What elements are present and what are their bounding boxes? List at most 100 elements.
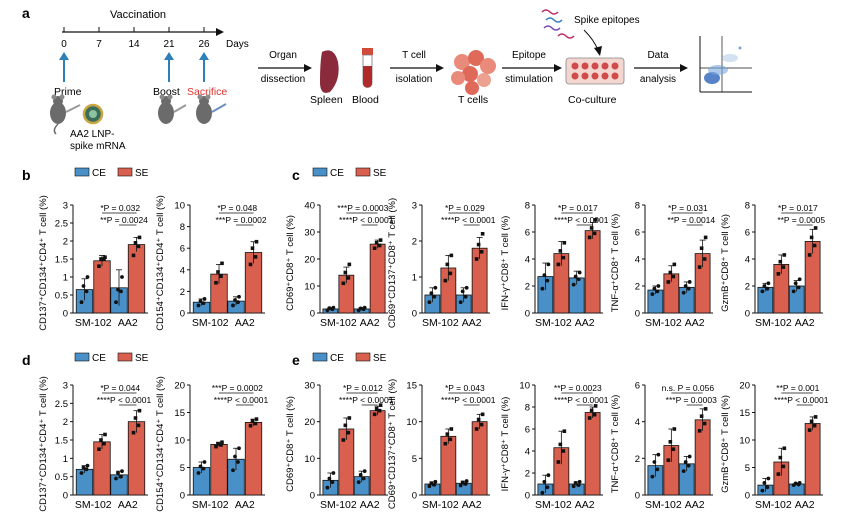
y-tick-label: 0.5 [55, 472, 68, 483]
data-point [797, 277, 802, 282]
data-point [250, 246, 255, 250]
epitope-arrow [583, 29, 599, 51]
data-point [449, 253, 454, 258]
data-point [542, 479, 547, 484]
category-label: AA2 [462, 499, 482, 511]
data-point [356, 480, 361, 485]
category-label: SM-102 [75, 317, 112, 329]
significance-label: ****P < 0.0001 [774, 395, 829, 405]
data-point [791, 289, 796, 294]
data-point [460, 480, 465, 485]
significance-label: **P = 0.001 [776, 383, 819, 393]
data-point [341, 281, 346, 286]
data-point [377, 243, 382, 248]
data-point [219, 274, 223, 279]
data-point [427, 484, 432, 489]
y-tick-label: 6 [525, 425, 530, 436]
arrow-epitope-head [554, 64, 562, 72]
data-point [697, 265, 702, 269]
category-label: SM-102 [192, 317, 229, 329]
y-tick-label: 0.5 [55, 291, 68, 302]
data-point [198, 299, 203, 304]
legend-e: CE SE [312, 352, 387, 364]
category-label: AA2 [575, 499, 595, 511]
data-point [201, 301, 206, 306]
legend-ce-swatch [312, 352, 328, 362]
data-point [136, 244, 141, 249]
category-label: SM-102 [422, 499, 459, 511]
y-tick-label: 10 [174, 201, 185, 212]
y-tick-label: 4 [525, 447, 530, 458]
data-point [652, 286, 657, 291]
category-label: SM-102 [535, 317, 572, 329]
chart-c2: 0 1 2 3 CD69⁺CD137⁺CD8⁺ T cell (%) SM-102 AA2 *… [387, 198, 496, 329]
y-tick-label: 20 [304, 255, 315, 266]
significance-label: *P = 0.048 [217, 203, 257, 213]
culture-plate-icon [565, 57, 625, 85]
y-tick-label: 2.5 [55, 399, 68, 410]
data-point [683, 284, 688, 288]
legend-se-label: SE [373, 353, 387, 364]
data-point [346, 276, 351, 280]
y-tick-label: 6 [635, 381, 640, 392]
bar-se-aa2 [694, 419, 711, 496]
data-point [331, 471, 336, 475]
bar-se-aa2 [369, 410, 386, 496]
data-point [766, 281, 771, 286]
bar-se-sm-102 [210, 443, 228, 496]
data-point [214, 444, 218, 449]
y-tick-label: 2 [525, 282, 530, 293]
significance-label: ****P < 0.0001 [97, 395, 152, 405]
y-tick-label: 6 [180, 244, 185, 255]
y-tick-label: 1 [63, 454, 68, 465]
data-point [97, 264, 101, 268]
chart-b1: 0 0.5 1 1.5 2 2.5 3 CD137⁺CD134⁺CD4⁺ T cell (%)… [38, 195, 148, 331]
y-tick-label: 8 [745, 201, 750, 212]
data-point [133, 416, 138, 420]
bar-se-aa2 [584, 230, 601, 314]
significance-label: ****P < 0.0001 [214, 395, 269, 405]
category-label: SM-102 [192, 499, 229, 511]
category-label: AA2 [118, 317, 138, 329]
y-tick-label: 30 [304, 381, 315, 392]
legend-ce-label: CE [92, 168, 106, 179]
data-point [327, 306, 332, 311]
data-point [374, 241, 379, 245]
data-point [652, 460, 657, 464]
y-tick-label: 1 [63, 273, 68, 284]
category-label: AA2 [795, 317, 815, 329]
data-point [681, 290, 686, 295]
y-tick-label: 2 [63, 237, 68, 248]
significance-label: ****P < 0.0001 [554, 395, 609, 405]
data-point [220, 261, 224, 266]
y-tick-label: 40 [304, 201, 315, 212]
legend-ce-swatch [74, 352, 90, 362]
data-point [85, 275, 90, 279]
data-point [703, 407, 708, 411]
y-tick-label: 2 [635, 454, 640, 465]
data-point [103, 432, 107, 437]
data-point [587, 235, 592, 240]
y-tick-label: 8 [180, 222, 185, 233]
significance-label: ***P = 0.0002 [212, 383, 263, 393]
data-point [236, 460, 240, 464]
significance-label: *P = 0.017 [778, 203, 818, 213]
data-point [562, 241, 567, 245]
data-point [593, 404, 598, 408]
data-point [196, 303, 201, 308]
data-point [672, 262, 677, 267]
data-point [656, 452, 661, 457]
data-point [464, 479, 469, 483]
data-point [545, 485, 550, 490]
data-point [237, 294, 241, 299]
chart-d1: 0 0.5 1 1.5 2 2.5 3 CD137⁺CD134⁺CD4⁺ T cell (%)… [38, 376, 151, 512]
data-point [809, 419, 814, 424]
y-axis-label: CD69⁺CD137⁺CD8⁺ T cell (%) [387, 198, 398, 328]
data-point [97, 447, 101, 451]
data-point [776, 272, 781, 276]
data-point [254, 239, 259, 244]
data-point [427, 300, 432, 305]
data-point [233, 298, 237, 302]
data-point [697, 429, 702, 433]
y-axis-label: CD137⁺CD134⁺CD4⁺ T cell (%) [38, 376, 49, 512]
